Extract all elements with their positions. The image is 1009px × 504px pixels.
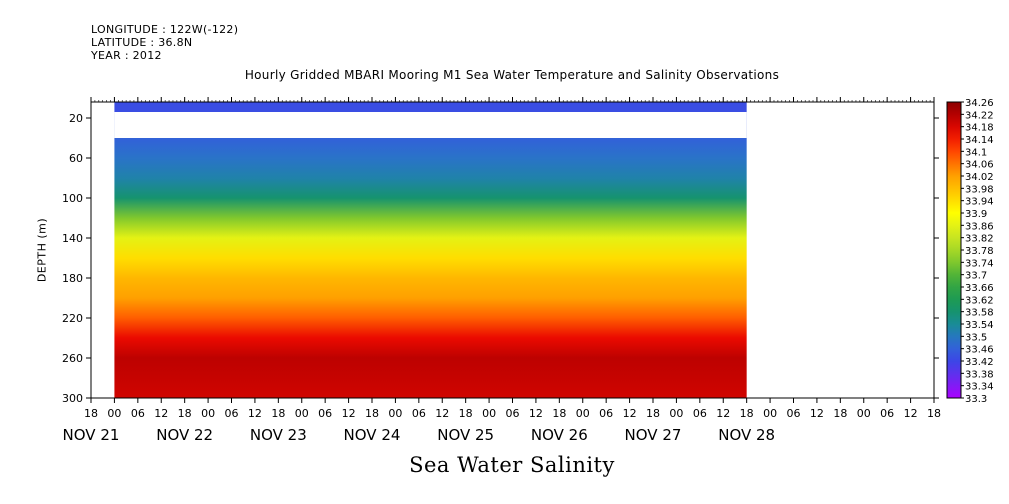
x-day-label: NOV 24 <box>344 426 401 444</box>
x-hour-label: 00 <box>576 407 590 420</box>
x-axis-label: Sea Water Salinity <box>409 453 615 477</box>
y-tick-label: 140 <box>62 232 83 245</box>
missing-data-band <box>114 112 747 138</box>
x-hour-label: 18 <box>927 407 941 420</box>
plot-area <box>114 102 747 398</box>
y-tick-label: 60 <box>69 152 83 165</box>
x-hour-label: 06 <box>880 407 894 420</box>
colorbar-scale <box>946 101 962 399</box>
x-day-label: NOV 23 <box>250 426 307 444</box>
colorbar-label: 33.82 <box>965 234 994 245</box>
y-tick-label: 100 <box>62 192 83 205</box>
y-tick-label: 220 <box>62 312 83 325</box>
x-hour-label: 12 <box>154 407 168 420</box>
x-hour-label: 00 <box>857 407 871 420</box>
colorbar-label: 33.62 <box>965 295 994 306</box>
x-hour-label: 12 <box>716 407 730 420</box>
x-hour-label: 06 <box>599 407 613 420</box>
colorbar-label: 33.3 <box>965 394 987 405</box>
x-hour-label: 18 <box>740 407 754 420</box>
x-hour-label: 12 <box>810 407 824 420</box>
x-hour-label: 00 <box>295 407 309 420</box>
colorbar-label: 34.1 <box>965 147 987 158</box>
colorbar-label: 34.06 <box>965 160 994 171</box>
x-hour-label: 18 <box>552 407 566 420</box>
colorbar-label: 33.34 <box>965 382 994 393</box>
colorbar-label: 33.78 <box>965 246 994 257</box>
x-hour-label: 12 <box>435 407 449 420</box>
colorbar-label: 33.7 <box>965 271 987 282</box>
colorbar-label: 33.66 <box>965 283 994 294</box>
colorbar-label: 33.42 <box>965 357 994 368</box>
colorbar-label: 33.58 <box>965 308 994 319</box>
x-hour-label: 00 <box>201 407 215 420</box>
x-hour-label: 00 <box>388 407 402 420</box>
x-hour-label: 00 <box>107 407 121 420</box>
x-hour-label: 06 <box>506 407 520 420</box>
y-axis-label: DEPTH (m) <box>35 217 49 283</box>
x-hour-label: 06 <box>693 407 707 420</box>
x-hour-label: 06 <box>787 407 801 420</box>
colorbar-label: 33.94 <box>965 197 994 208</box>
x-hour-label: 06 <box>131 407 145 420</box>
x-hour-label: 00 <box>482 407 496 420</box>
colorbar-label: 33.86 <box>965 221 994 232</box>
x-day-label: NOV 21 <box>63 426 120 444</box>
chart-title: Hourly Gridded MBARI Mooring M1 Sea Wate… <box>244 68 780 82</box>
x-hour-label: 12 <box>248 407 262 420</box>
x-hour-label: 06 <box>318 407 332 420</box>
x-day-label: NOV 28 <box>718 426 775 444</box>
x-hour-label: 06 <box>412 407 426 420</box>
x-hour-label: 18 <box>646 407 660 420</box>
x-day-label: NOV 26 <box>531 426 588 444</box>
colorbar-label: 34.22 <box>965 110 994 121</box>
y-tick-label: 300 <box>62 392 83 405</box>
x-hour-label: 00 <box>763 407 777 420</box>
y-tick-label: 180 <box>62 272 83 285</box>
salinity-field <box>114 102 747 398</box>
y-tick-label: 20 <box>69 112 83 125</box>
x-hour-label: 06 <box>225 407 239 420</box>
colorbar-label: 33.38 <box>965 369 994 380</box>
y-tick-label: 260 <box>62 352 83 365</box>
colorbar-label: 34.26 <box>965 98 994 109</box>
x-hour-label: 12 <box>342 407 356 420</box>
x-hour-label: 18 <box>833 407 847 420</box>
year-label: YEAR : 2012 <box>91 49 162 62</box>
x-day-label: NOV 25 <box>437 426 494 444</box>
colorbar-label: 34.18 <box>965 123 994 134</box>
x-hour-label: 12 <box>529 407 543 420</box>
colorbar-label: 33.74 <box>965 258 994 269</box>
x-day-label: NOV 27 <box>625 426 682 444</box>
x-day-label: NOV 22 <box>156 426 213 444</box>
x-hour-label: 18 <box>178 407 192 420</box>
colorbar-label: 33.5 <box>965 332 987 343</box>
x-hour-label: 18 <box>84 407 98 420</box>
colorbar-label: 33.9 <box>965 209 987 220</box>
colorbar-label: 33.54 <box>965 320 994 331</box>
longitude-label: LONGITUDE : 122W(-122) <box>91 23 239 36</box>
colorbar-label: 33.46 <box>965 345 994 356</box>
colorbar-label: 34.02 <box>965 172 994 183</box>
x-hour-label: 12 <box>623 407 637 420</box>
x-hour-label: 18 <box>459 407 473 420</box>
colorbar-label: 34.14 <box>965 135 994 146</box>
x-hour-label: 12 <box>904 407 918 420</box>
x-hour-label: 00 <box>669 407 683 420</box>
x-hour-label: 18 <box>271 407 285 420</box>
latitude-label: LATITUDE : 36.8N <box>91 36 193 49</box>
colorbar-label: 33.98 <box>965 184 994 195</box>
x-hour-label: 18 <box>365 407 379 420</box>
